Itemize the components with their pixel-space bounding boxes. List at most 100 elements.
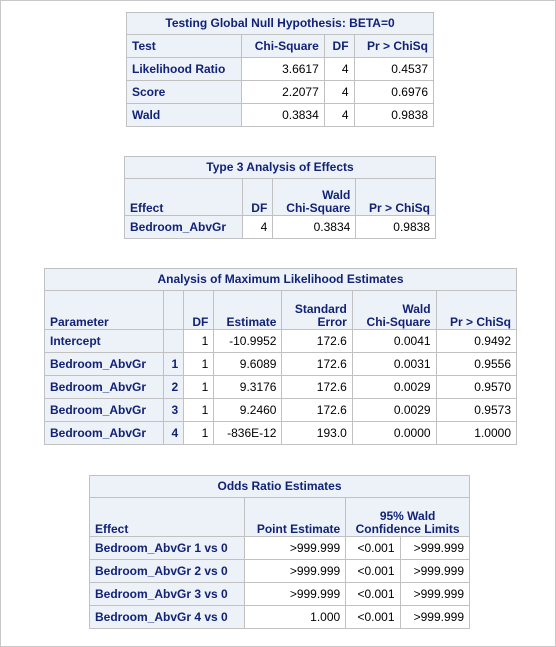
col-header: Parameter xyxy=(43,290,165,330)
cell: <0.001 xyxy=(345,605,401,629)
row-label: Bedroom_AbvGr xyxy=(43,398,165,422)
row-label: Bedroom_AbvGr xyxy=(43,375,165,399)
table-row: Score 2.2077 4 0.6976 xyxy=(125,80,435,104)
odds-ratio-table: Odds Ratio Estimates Effect Point Estima… xyxy=(89,475,471,629)
cell: 1.000 xyxy=(243,605,347,629)
table-row: Bedroom_AbvGr 1 vs 0 >999.999 <0.001 >99… xyxy=(89,536,471,560)
row-label: Bedroom_AbvGr 2 vs 0 xyxy=(89,559,245,583)
cell: 4 xyxy=(242,215,274,239)
cell: >999.999 xyxy=(243,536,347,560)
cell: >999.999 xyxy=(243,559,347,583)
cell: >999.999 xyxy=(399,605,471,629)
cell: 1 xyxy=(183,352,215,376)
cell: <0.001 xyxy=(345,536,401,560)
cell: 172.6 xyxy=(281,329,353,353)
row-label: Intercept xyxy=(43,329,165,353)
cell: 4 xyxy=(323,80,355,104)
col-header: Effect xyxy=(123,178,244,216)
table-row: Bedroom_AbvGr 4 1 -836E-12 193.0 0.0000 … xyxy=(43,421,518,445)
cell: 172.6 xyxy=(281,352,353,376)
col-header-level xyxy=(163,290,185,330)
table-row: Bedroom_AbvGr 3 vs 0 >999.999 <0.001 >99… xyxy=(89,582,471,606)
cell: 4 xyxy=(323,57,355,81)
cell: 1 xyxy=(183,375,215,399)
row-label: Score xyxy=(125,80,243,104)
col-header-std-error: Standard Error xyxy=(281,290,353,330)
table-title: Testing Global Null Hypothesis: BETA=0 xyxy=(126,12,434,34)
row-label: Bedroom_AbvGr xyxy=(43,421,165,445)
header-line: Confidence Limits xyxy=(355,522,460,536)
table-row: Intercept 1 -10.9952 172.6 0.0041 0.9492 xyxy=(43,329,518,353)
col-header: Point Estimate xyxy=(243,497,347,537)
col-header: Pr > ChiSq xyxy=(435,290,518,330)
cell: 2.2077 xyxy=(241,80,325,104)
cell: 0.9492 xyxy=(435,329,518,353)
cell: 0.0000 xyxy=(351,421,437,445)
table-row: Bedroom_AbvGr 4 vs 0 1.000 <0.001 >999.9… xyxy=(89,605,471,629)
col-header: Test xyxy=(125,34,243,58)
col-header: Pr > ChiSq xyxy=(353,34,435,58)
cell: 9.2460 xyxy=(213,398,283,422)
cell: 172.6 xyxy=(281,375,353,399)
cell: 0.9838 xyxy=(355,215,436,239)
col-header: Estimate xyxy=(213,290,283,330)
col-header: Chi-Square xyxy=(241,34,325,58)
global-null-table: Testing Global Null Hypothesis: BETA=0 T… xyxy=(125,12,435,127)
row-label: Wald xyxy=(125,103,243,127)
table-row: Likelihood Ratio 3.6617 4 0.4537 xyxy=(125,57,435,81)
cell: <0.001 xyxy=(345,582,401,606)
col-header: DF xyxy=(242,178,274,216)
header-line: Wald xyxy=(322,188,351,202)
col-header-wald-chisq: Wald Chi-Square xyxy=(351,290,437,330)
cell: 0.4537 xyxy=(353,57,435,81)
row-label: Bedroom_AbvGr 3 vs 0 xyxy=(89,582,245,606)
cell: 3.6617 xyxy=(241,57,325,81)
header-line: Chi-Square xyxy=(286,201,351,215)
row-label: Bedroom_AbvGr xyxy=(123,215,244,239)
cell: 172.6 xyxy=(281,398,353,422)
cell: 4 xyxy=(323,103,355,127)
table-row: Bedroom_AbvGr 2 vs 0 >999.999 <0.001 >99… xyxy=(89,559,471,583)
cell: 0.0031 xyxy=(351,352,437,376)
cell: 1.0000 xyxy=(435,421,518,445)
row-label: Bedroom_AbvGr 1 vs 0 xyxy=(89,536,245,560)
row-label: Likelihood Ratio xyxy=(125,57,243,81)
cell: 0.9556 xyxy=(435,352,518,376)
cell: >999.999 xyxy=(243,582,347,606)
header-line: 95% Wald xyxy=(379,509,436,523)
cell: 0.9573 xyxy=(435,398,518,422)
header-line: Error xyxy=(317,315,347,329)
cell: 9.3176 xyxy=(213,375,283,399)
cell: -10.9952 xyxy=(213,329,283,353)
row-level: 4 xyxy=(163,421,185,445)
cell: 0.0029 xyxy=(351,375,437,399)
table-row: Bedroom_AbvGr 2 1 9.3176 172.6 0.0029 0.… xyxy=(43,375,518,399)
cell: 0.0041 xyxy=(351,329,437,353)
header-line: Chi-Square xyxy=(366,315,431,329)
cell: 0.0029 xyxy=(351,398,437,422)
col-header: Pr > ChiSq xyxy=(355,178,436,216)
cell: <0.001 xyxy=(345,559,401,583)
ml-estimates-table: Analysis of Maximum Likelihood Estimates… xyxy=(43,268,518,445)
row-level: 2 xyxy=(163,375,185,399)
table-row: Wald 0.3834 4 0.9838 xyxy=(125,103,435,127)
table-row: Bedroom_AbvGr 1 1 9.6089 172.6 0.0031 0.… xyxy=(43,352,518,376)
cell: >999.999 xyxy=(399,536,471,560)
col-header: DF xyxy=(183,290,215,330)
cell: 1 xyxy=(183,421,215,445)
row-level xyxy=(163,329,185,353)
cell: 0.9570 xyxy=(435,375,518,399)
header-line: Wald xyxy=(402,302,431,316)
cell: >999.999 xyxy=(399,559,471,583)
table-title: Odds Ratio Estimates xyxy=(89,475,470,497)
table-row: Bedroom_AbvGr 3 1 9.2460 172.6 0.0029 0.… xyxy=(43,398,518,422)
col-header: Effect xyxy=(89,497,245,537)
cell: 1 xyxy=(183,398,215,422)
cell: 1 xyxy=(183,329,215,353)
row-level: 3 xyxy=(163,398,185,422)
cell: >999.999 xyxy=(399,582,471,606)
col-header-confidence-limits: 95% Wald Confidence Limits xyxy=(345,497,470,537)
cell: 9.6089 xyxy=(213,352,283,376)
cell: 0.3834 xyxy=(241,103,325,127)
cell: -836E-12 xyxy=(213,421,283,445)
